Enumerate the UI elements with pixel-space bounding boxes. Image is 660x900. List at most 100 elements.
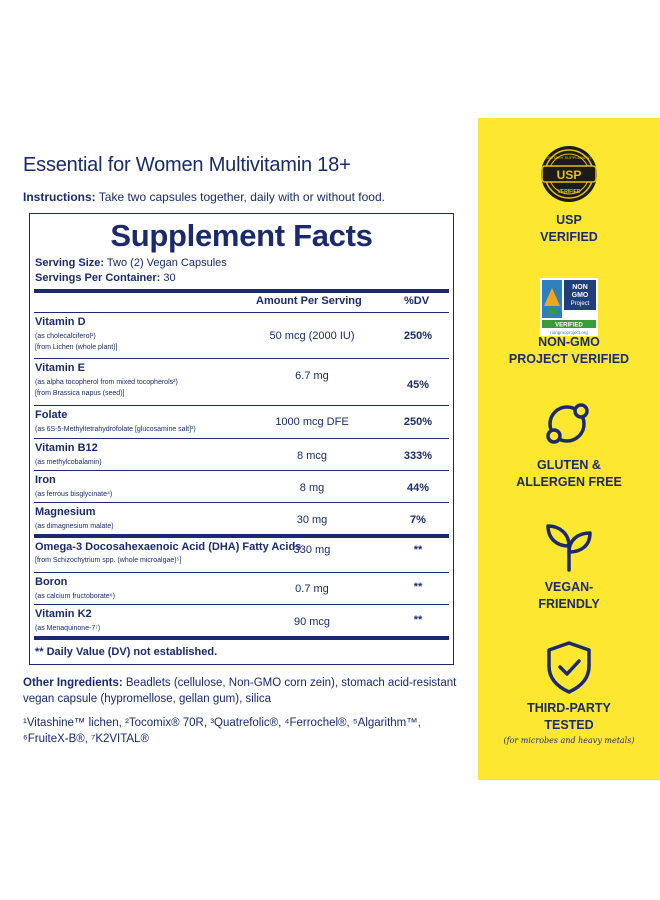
nutrient-row: Folate (as 6S-5-Methyltetrahydrofolate […	[34, 406, 449, 439]
usp-logo-text: USP	[557, 168, 582, 182]
nongmo-logo-l1: NON	[572, 284, 588, 291]
servings-label: Servings Per Container:	[35, 272, 161, 284]
non-gmo-logo-icon: NON GMO Project VERIFIED nongmoproject.o…	[540, 278, 598, 336]
allergen-free-icon	[546, 403, 589, 444]
other-ingredients-label: Other Ingredients:	[23, 677, 123, 689]
nutrient-name: Vitamin D	[35, 316, 86, 328]
nutrient-source-2: [from Brassica napus (seed)]	[35, 390, 125, 397]
nutrient-source: [from Schizochytrium spp. (whole microal…	[35, 557, 182, 564]
nutrient-source-2: [from Lichen (whole plant)]	[35, 344, 118, 351]
nutrient-name: Vitamin B12	[35, 442, 98, 454]
vegan-badge: VEGAN- FRIENDLY	[478, 579, 660, 613]
nutrient-amount: 8 mg	[299, 482, 325, 494]
usp-line-2: VERIFIED	[540, 230, 598, 244]
nutrient-dv: 333%	[403, 450, 433, 462]
nutrient-name: Boron	[35, 576, 68, 588]
vegan-line-2: FRIENDLY	[538, 597, 600, 611]
nongmo-line-1: NON-GMO	[538, 335, 600, 349]
nutrient-amount: 90 mcg	[293, 616, 331, 628]
other-ingredients-text: Beadlets (cellulose, Non-GMO corn zein),…	[23, 677, 457, 705]
usp-seal-icon: USP DIETARY SUPPLEMENT VERIFIED	[541, 146, 597, 202]
nutrient-name: Magnesium	[35, 506, 96, 518]
nutrient-name: Omega-3 Docosahexaenoic Acid (DHA) Fatty…	[35, 541, 302, 553]
nutrient-name: Iron	[35, 474, 56, 486]
nutrient-source: (as cholecalciferol¹)	[35, 333, 96, 340]
shield-check-icon	[547, 641, 591, 694]
left-panel: Essential for Women Multivitamin 18+ Ins…	[0, 118, 478, 780]
serving-size: Serving Size: Two (2) Vegan Capsules	[35, 257, 227, 269]
nutrient-amount: 30 mg	[296, 514, 328, 526]
amount-header: Amount Per Serving	[256, 295, 362, 307]
nutrient-name: Folate	[35, 409, 68, 421]
nutrient-source: (as dimagnesium malate)	[35, 523, 114, 530]
tested-note: (for microbes and heavy metals)	[503, 736, 635, 745]
tested-line-1: THIRD-PARTY	[527, 701, 611, 715]
usp-logo-top: DIETARY SUPPLEMENT	[546, 155, 592, 160]
usp-line-1: USP	[556, 213, 582, 227]
nongmo-logo-l4: VERIFIED	[555, 323, 583, 329]
nutrient-row: Vitamin E (as alpha tocopherol from mixe…	[34, 359, 449, 406]
nongmo-badge: NON-GMO PROJECT VERIFIED	[478, 334, 660, 368]
nutrient-dv: 250%	[403, 330, 433, 342]
nutrient-dv: 7%	[410, 514, 426, 526]
nutrient-name: Vitamin E	[35, 362, 85, 374]
usp-logo-bottom: VERIFIED	[557, 189, 580, 195]
servings-per-container: Servings Per Container: 30	[35, 272, 176, 284]
nutrient-row: Iron (as ferrous bisglycinate⁴) 8 mg 44%	[34, 471, 449, 503]
nutrient-source: (as 6S-5-Methyltetrahydrofolate [glucosa…	[35, 426, 196, 433]
nutrient-row: Boron (as calcium fructoborate⁶) 0.7 mg …	[34, 573, 449, 605]
instructions: Instructions: Take two capsules together…	[23, 190, 385, 204]
right-panel: USP DIETARY SUPPLEMENT VERIFIED USP VERI…	[478, 118, 660, 780]
nutrient-row: Vitamin B12 (as methylcobalamin) 8 mcg 3…	[34, 439, 449, 471]
nutrient-amount: 0.7 mg	[295, 583, 329, 595]
nutrient-dv: 44%	[406, 482, 430, 494]
nutrient-source: (as methylcobalamin)	[35, 459, 102, 466]
nongmo-logo-l3: Project	[571, 301, 590, 307]
supplement-facts-heading: Supplement Facts	[110, 218, 373, 253]
tested-badge: THIRD-PARTY TESTED (for microbes and hea…	[478, 700, 660, 745]
dv-header: %DV	[404, 295, 430, 307]
nutrient-amount: 8 mcg	[297, 450, 327, 462]
nutrient-row: Vitamin K2 (as Menaquinone-7⁷) 90 mcg **	[34, 605, 449, 640]
dv-footnote: ** Daily Value (DV) not established.	[35, 646, 218, 658]
serving-size-value: Two (2) Vegan Capsules	[104, 257, 227, 269]
nutrient-source: (as Menaquinone-7⁷)	[35, 625, 101, 632]
nongmo-logo-l2: GMO	[572, 292, 589, 299]
nutrient-dv: **	[413, 544, 423, 556]
gluten-badge: GLUTEN & ALLERGEN FREE	[478, 457, 660, 491]
usp-badge: USP VERIFIED	[478, 212, 660, 246]
nongmo-line-2: PROJECT VERIFIED	[508, 352, 630, 366]
servings-value: 30	[160, 272, 176, 284]
heavy-rule	[34, 289, 449, 293]
nutrient-source: (as calcium fructoborate⁶)	[35, 593, 115, 600]
nutrient-dv: 250%	[403, 416, 433, 428]
header-rule	[34, 312, 449, 313]
tested-line-2: TESTED	[544, 718, 594, 732]
nutrient-dv: 45%	[406, 379, 430, 391]
instructions-label: Instructions:	[23, 190, 96, 204]
supplement-facts-panel: Supplement Facts Serving Size: Two (2) V…	[29, 213, 454, 665]
nutrient-name: Vitamin K2	[35, 608, 92, 620]
sprout-icon	[546, 524, 592, 572]
nutrient-source: (as ferrous bisglycinate⁴)	[35, 491, 113, 498]
nutrient-row: Vitamin D (as cholecalciferol¹) [from Li…	[34, 313, 449, 359]
instructions-text: Take two capsules together, daily with o…	[95, 190, 385, 204]
gluten-line-2: ALLERGEN FREE	[516, 475, 622, 489]
nutrient-row: Magnesium (as dimagnesium malate) 30 mg …	[34, 503, 449, 535]
nutrient-amount: 6.7 mg	[295, 370, 329, 382]
nutrient-amount: 50 mcg (2000 IU)	[269, 330, 355, 342]
nutrient-row: Omega-3 Docosahexaenoic Acid (DHA) Fatty…	[34, 535, 449, 573]
nutrient-source: (as alpha tocopherol from mixed tocopher…	[35, 379, 178, 386]
serving-size-label: Serving Size:	[35, 257, 105, 269]
gluten-line-1: GLUTEN &	[537, 458, 601, 472]
nutrient-dv: **	[413, 581, 423, 593]
product-title: Essential for Women Multivitamin 18+	[23, 154, 351, 176]
other-ingredients: Other Ingredients: Beadlets (cellulose, …	[23, 675, 463, 707]
nutrient-amount: 330 mg	[293, 544, 331, 556]
trademark-notes: ¹Vitashine™ lichen, ²Tocomix® 70R, ³Quat…	[23, 717, 421, 745]
nongmo-logo-l5: nongmoproject.org	[550, 330, 588, 335]
nutrient-dv: **	[413, 614, 423, 626]
vegan-line-1: VEGAN-	[544, 580, 594, 594]
nutrient-amount: 1000 mcg DFE	[275, 416, 349, 428]
